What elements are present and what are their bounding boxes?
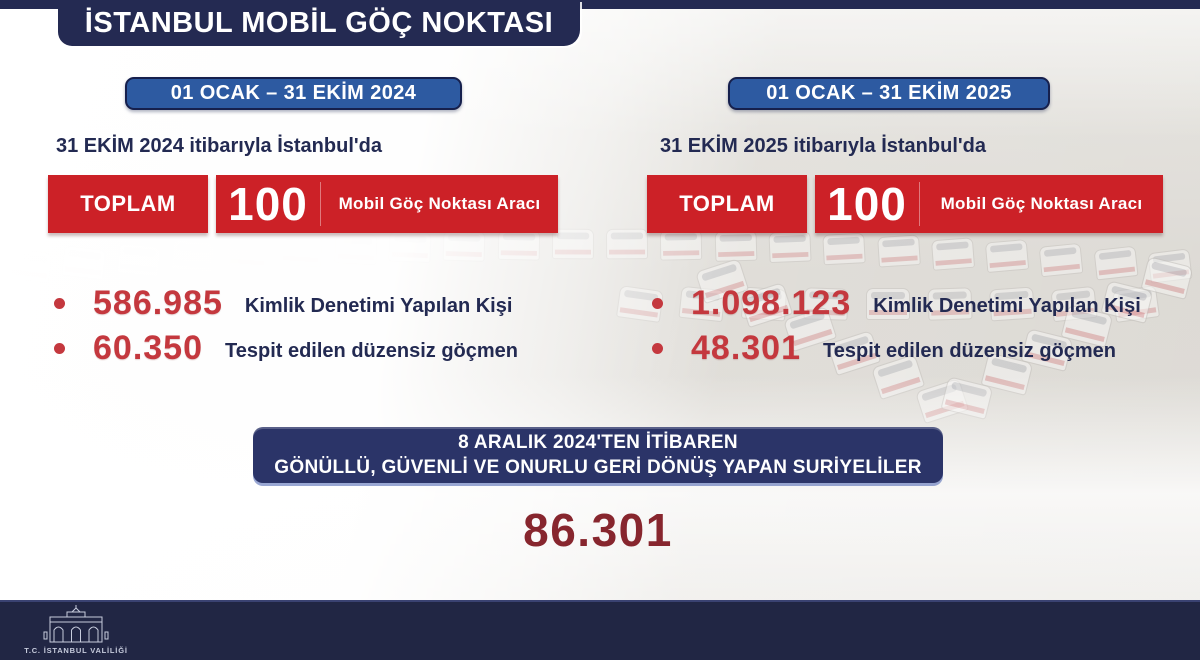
stat-row: 48.301 Tespit edilen düzensiz göçmen [652,326,1141,371]
stat-row: 1.098.123 Kimlik Denetimi Yapılan Kişi [652,281,1141,326]
ambulance-van-graphic [279,234,324,268]
ambulance-van-graphic [822,232,866,266]
ambulance-van-graphic [984,239,1030,274]
period-badge-2024-text: 01 OCAK – 31 EKİM 2024 [170,82,417,104]
stat-label: Tespit edilen düzensiz göçmen [225,339,519,362]
page-title: İSTANBUL MOBİL GÖÇ NOKTASI [58,0,580,46]
ambulance-van-graphic [61,245,107,281]
bullet-icon [652,298,663,309]
stat-label: Kimlik Denetimi Yapılan Kişi [244,294,513,317]
total-value-2025: 100 [827,178,907,230]
period-badge-2025-text: 01 OCAK – 31 EKİM 2025 [766,82,1012,104]
ambulance-van-graphic [714,229,758,262]
period-badge-2024: 01 OCAK – 31 EKİM 2024 [125,77,462,110]
ambulance-van-graphic [876,234,921,268]
stat-label: Tespit edilen düzensiz göçmen [823,339,1117,362]
stats-2025: 1.098.123 Kimlik Denetimi Yapılan Kişi 4… [652,281,1141,371]
return-banner-line2: GÖNÜLLÜ, GÜVENLİ VE ONURLU GERİ DÖNÜŞ YA… [274,457,922,478]
period-badge-2025: 01 OCAK – 31 EKİM 2025 [728,77,1050,110]
return-banner-line1: 8 ARALIK 2024'TEN İTİBAREN [458,432,738,453]
bullet-icon [54,343,65,354]
footer-bar: T.C. İSTANBUL VALİLİĞİ [0,600,1200,660]
stat-value: 48.301 [691,329,801,367]
ambulance-van-graphic [388,230,432,263]
ambulance-van-graphic [606,228,649,260]
stats-2024: 586.985 Kimlik Denetimi Yapılan Kişi 60.… [54,281,518,371]
stat-value: 586.985 [93,284,223,322]
stat-label: Kimlik Denetimi Yapılan Kişi [873,294,1141,317]
ambulance-van-graphic [660,228,703,261]
total-value-2024: 100 [228,178,308,230]
ambulance-van-graphic [930,236,975,271]
stat-value: 1.098.123 [691,284,852,322]
ambulance-van-graphic [768,230,812,263]
ambulance-van-graphic [1039,242,1084,277]
subtitle-2025: 31 EKİM 2025 itibarıyla İstanbul'da [660,135,986,157]
divider [320,182,321,226]
ambulance-van-graphic [225,236,270,271]
governorship-logo: T.C. İSTANBUL VALİLİĞİ [24,605,127,655]
ambulance-van-graphic [1093,245,1139,281]
top-border [0,0,1200,9]
total-main-2025: 100 Mobil Göç Noktası Aracı [815,175,1163,233]
stat-value: 60.350 [93,329,203,367]
ambulance-van-graphic [116,242,161,277]
divider [919,182,920,226]
ambulance-van-graphic [170,239,215,274]
total-label-2025: TOPLAM [647,175,807,233]
total-unit-2024: Mobil Göç Noktası Aracı [338,194,541,213]
ambulance-van-graphic [334,232,378,266]
total-banner-2024: TOPLAM 100 Mobil Göç Noktası Aracı [48,175,558,233]
ambulance-van-graphic [7,248,53,284]
ambulance-van-graphic [551,228,594,260]
bullet-icon [54,298,65,309]
governorship-name: T.C. İSTANBUL VALİLİĞİ [24,646,128,655]
return-banner: 8 ARALIK 2024'TEN İTİBAREN GÖNÜLLÜ, GÜVE… [253,427,943,483]
page-title-text: İSTANBUL MOBİL GÖÇ NOKTASI [84,6,554,39]
ambulance-van-graphic [442,229,486,262]
total-main-2024: 100 Mobil Göç Noktası Aracı [216,175,558,233]
bullet-icon [652,343,663,354]
returnees-count: 86.301 [523,504,673,556]
ambulance-van-graphic [497,228,540,261]
stat-row: 586.985 Kimlik Denetimi Yapılan Kişi [54,281,518,326]
total-label-2024: TOPLAM [48,175,208,233]
total-banner-2025: TOPLAM 100 Mobil Göç Noktası Aracı [647,175,1163,233]
stat-row: 60.350 Tespit edilen düzensiz göçmen [54,326,518,371]
government-building-icon [43,605,109,643]
subtitle-2024: 31 EKİM 2024 itibarıyla İstanbul'da [56,135,382,157]
total-unit-2025: Mobil Göç Noktası Aracı [940,194,1143,213]
